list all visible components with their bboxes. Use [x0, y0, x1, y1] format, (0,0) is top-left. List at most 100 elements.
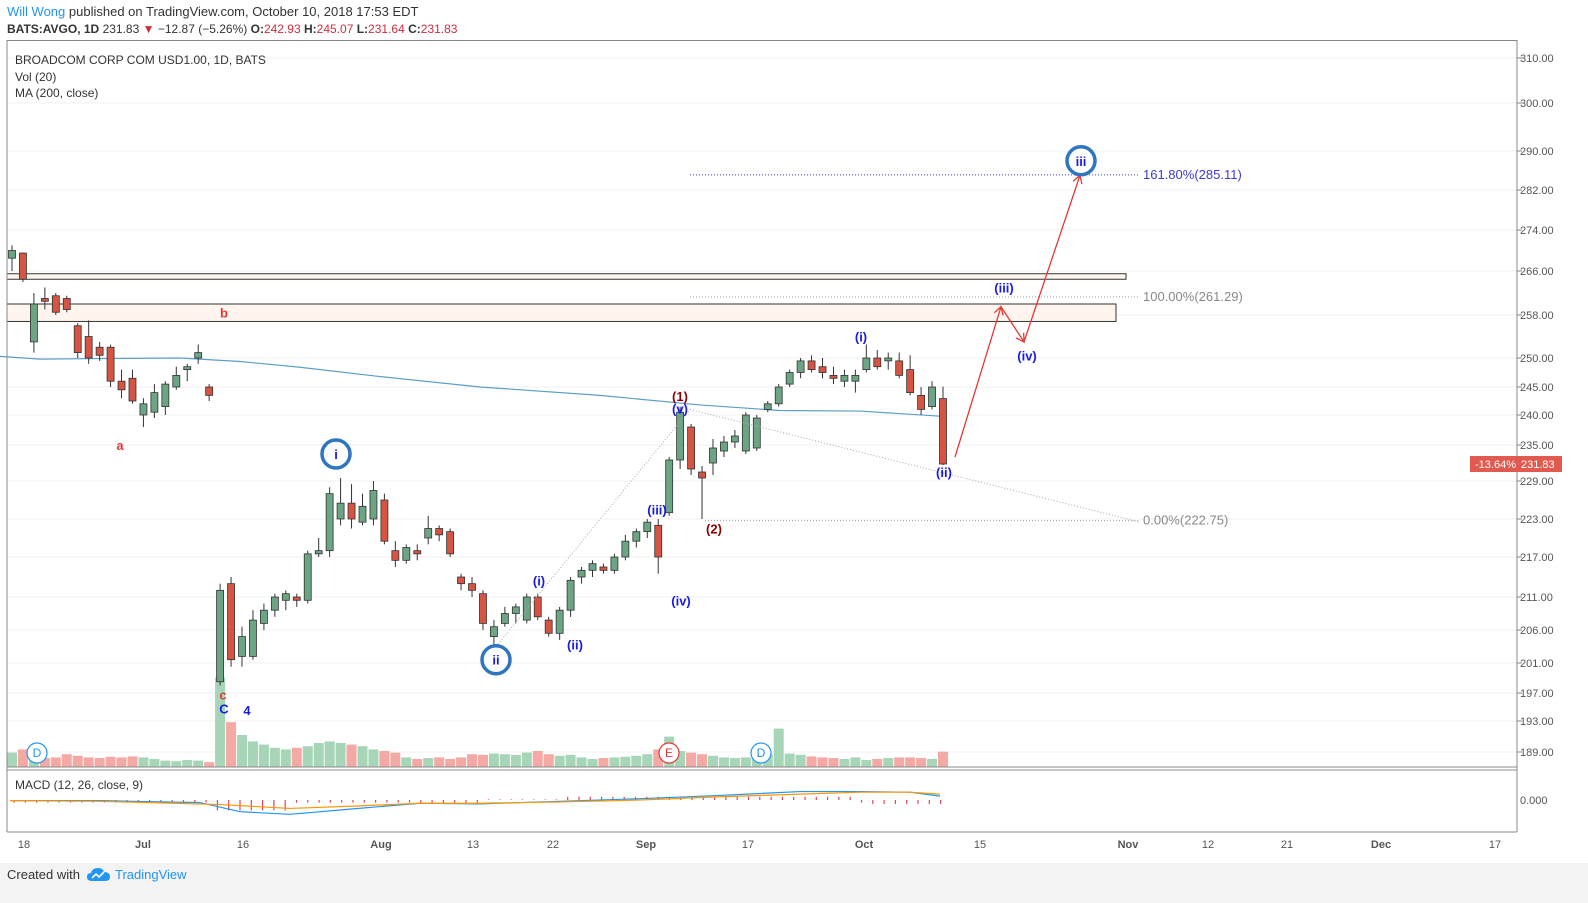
volume-bar [850, 757, 861, 767]
price-chart[interactable]: 161.80%(285.11)100.00%(261.29)0.00%(222.… [0, 40, 1588, 863]
price-axis[interactable]: 310.00 300.00 290.00 282.00 274.00 266.00 258.… [1470, 53, 1562, 807]
candle-body [51, 295, 60, 313]
legend-ma: MA (200, close) [15, 86, 98, 100]
event-marker-circle [750, 742, 772, 764]
price-tick-label: 189.00 [1520, 747, 1554, 759]
price-tick-label: 290.00 [1520, 146, 1554, 158]
candle-body [796, 360, 805, 373]
drawings [495, 174, 1141, 647]
candle-body [807, 360, 816, 370]
candle-body [84, 336, 93, 359]
volume-bar [883, 758, 894, 767]
event-marker-label: E [665, 746, 673, 760]
price-tick-label: 266.00 [1520, 266, 1554, 278]
candle-body [227, 583, 235, 661]
time-tick-label: 15 [974, 839, 986, 851]
candle-body [873, 357, 882, 368]
last-price: 231.83 [102, 22, 140, 36]
volume-bar [346, 744, 357, 767]
candle [884, 352, 893, 370]
projection-arrowhead-iii [993, 305, 1004, 316]
price-tick-label: 197.00 [1520, 688, 1554, 700]
candle [106, 344, 115, 387]
tradingview-link[interactable]: TradingView [115, 867, 187, 882]
time-axis[interactable]: 18 Jul 16 Aug 13 22 Sep 17 Oct 15 Nov 12 21 Dec 17 [18, 839, 1501, 851]
candle [413, 544, 422, 561]
volume-bar [160, 760, 171, 767]
candle-body [730, 435, 739, 443]
volume-bar [532, 751, 543, 767]
candle [358, 493, 367, 526]
price-tick-label: 240.00 [1520, 410, 1554, 422]
candle-body [533, 596, 542, 618]
wave-trendline-down [689, 408, 1141, 523]
candle [479, 590, 487, 630]
time-tick-label: Dec [1371, 839, 1391, 851]
fib-level-open-paren: ( [1194, 167, 1199, 182]
candle [435, 525, 444, 542]
price-tick-label: 229.00 [1520, 476, 1554, 488]
macd-pane [9, 790, 942, 815]
candle-body [687, 426, 695, 470]
candle [51, 293, 60, 315]
candle [807, 355, 816, 373]
symbol-label: BATS:AVGO, 1D [7, 22, 100, 36]
tradingview-cloud-icon [87, 868, 110, 881]
candle-body [380, 499, 389, 542]
candle [380, 493, 389, 545]
fib-level-label: 100.00%(261.29) [1143, 289, 1243, 304]
fib-level-open-paren: ( [1180, 513, 1185, 528]
wave-label: (iv) [671, 593, 691, 608]
candle-body [862, 357, 871, 371]
legend-vol: Vol (20) [15, 70, 56, 84]
time-tick-label: 16 [237, 839, 249, 851]
wave-label: (i) [533, 573, 545, 588]
volume-bar [313, 743, 324, 767]
candle [303, 550, 312, 604]
volume-bar [412, 759, 423, 767]
candle [369, 481, 378, 526]
open-value: 242.93 [263, 22, 301, 36]
candle [84, 320, 93, 364]
candle [194, 344, 203, 364]
volume-bar [61, 754, 72, 767]
volume-bar [576, 757, 587, 767]
volume-bar [138, 757, 149, 767]
fib-level-close-paren: ) [1237, 167, 1241, 182]
candle [632, 528, 641, 548]
candle [785, 369, 794, 387]
event-marker-circle [26, 742, 48, 764]
volume-bar [182, 759, 193, 767]
author-link[interactable]: Will Wong [7, 4, 66, 19]
volume-bar [7, 752, 17, 767]
candle [468, 577, 476, 597]
candle [577, 567, 586, 584]
candle-body [555, 609, 564, 634]
last-price-value: 231.83 [1521, 459, 1555, 471]
candle [128, 369, 137, 404]
candle-body [468, 583, 476, 591]
candle [424, 515, 433, 545]
volume-bar [434, 757, 445, 767]
candle-body [741, 414, 750, 452]
resistance-zone-lower [6, 303, 1117, 322]
wave-label: C [219, 701, 229, 716]
fib-level-price: 285.11 [1199, 167, 1238, 182]
time-tick-label: 13 [467, 839, 479, 851]
volume-bar [587, 759, 598, 767]
candle-body [424, 528, 433, 539]
candle [741, 412, 750, 454]
volume-bar [620, 756, 631, 767]
event-marker-circle [658, 742, 680, 764]
candle-body [402, 547, 411, 561]
volume-bar [521, 752, 532, 767]
candle [511, 603, 520, 624]
candle [347, 484, 356, 529]
projection-path [954, 175, 1081, 458]
wave-circle [480, 643, 512, 676]
candle [566, 577, 575, 617]
price-change: −12.87 (−5.26%) [157, 22, 248, 36]
candle [588, 560, 597, 577]
volume-bar [839, 759, 850, 767]
wave-circle-label: ii [492, 653, 499, 668]
